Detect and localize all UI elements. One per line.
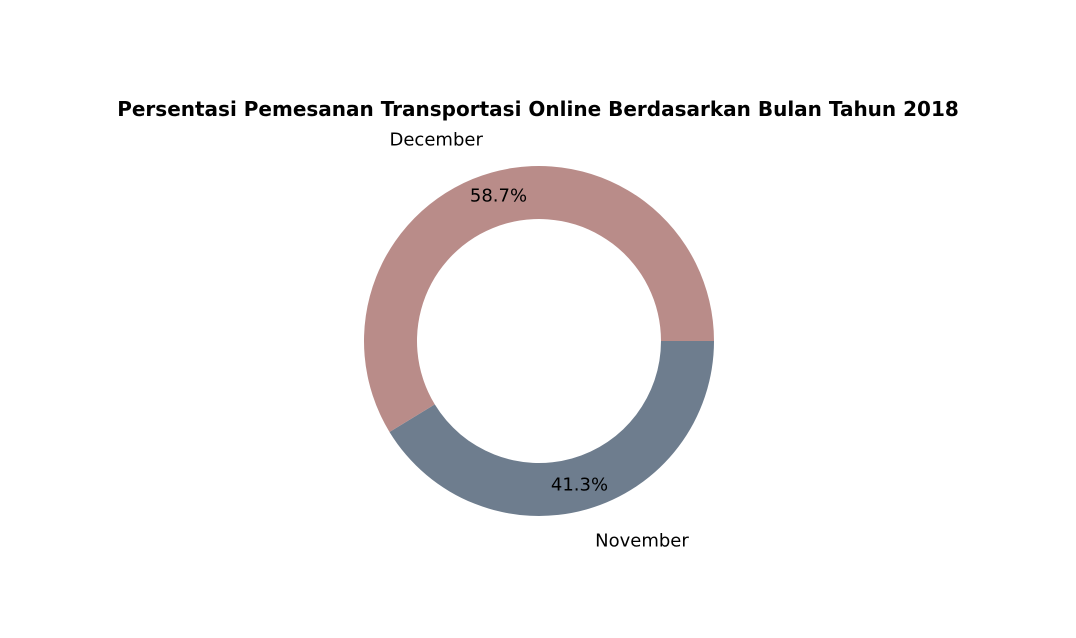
chart-title: Persentasi Pemesanan Transportasi Online… xyxy=(117,97,959,121)
slice-percent-december: 58.7% xyxy=(470,186,527,207)
donut-slices xyxy=(363,165,714,516)
slice-label-november: November xyxy=(595,530,689,551)
donut-slice-december xyxy=(363,165,714,432)
donut-labels: November 41.3% December 58.7% xyxy=(390,130,690,552)
slice-label-december: December xyxy=(390,130,484,151)
donut-slice-november xyxy=(389,341,714,516)
slice-percent-november: 41.3% xyxy=(551,474,608,495)
